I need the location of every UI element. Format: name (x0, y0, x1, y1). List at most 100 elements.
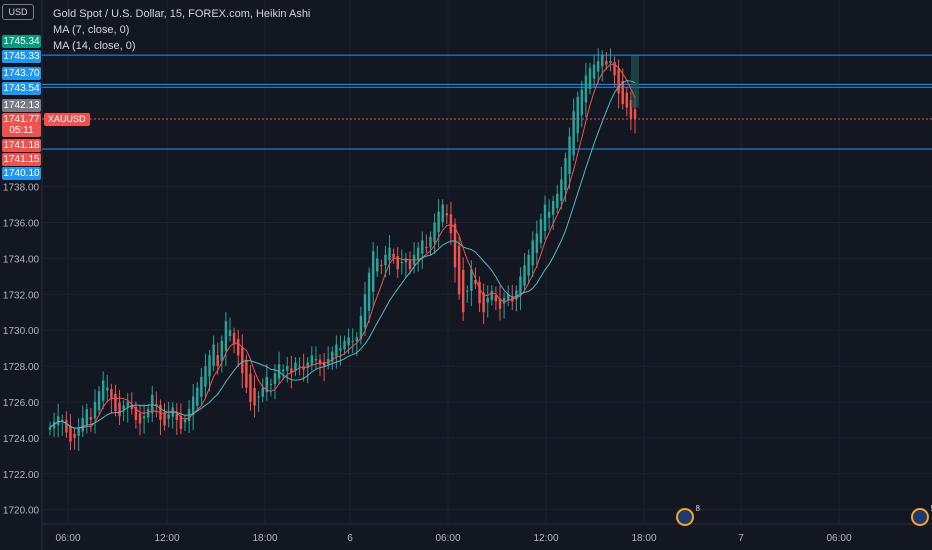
candle-body (466, 290, 469, 292)
candle-body (146, 409, 150, 418)
candle-body (269, 384, 273, 386)
event-count: 8 (695, 504, 700, 513)
candle-body (73, 433, 76, 438)
candle-body (384, 254, 387, 266)
candle-body (179, 415, 183, 429)
candle-body (48, 427, 52, 430)
candle-body (122, 405, 125, 410)
chart-legend: Gold Spot / U.S. Dollar, 15, FOREX.com, … (53, 6, 310, 54)
candle-body (388, 247, 391, 261)
candle-body (286, 366, 289, 371)
candle-body (560, 179, 563, 201)
candle-body (85, 409, 89, 425)
candle-body (208, 355, 211, 377)
candle-body (359, 315, 363, 340)
candle-body (445, 213, 449, 216)
candle-body (106, 387, 109, 391)
candle-body (601, 55, 604, 67)
chart-title[interactable]: Gold Spot / U.S. Dollar, 15, FOREX.com, … (53, 8, 311, 20)
candle-body (408, 260, 412, 270)
candle-body (241, 347, 244, 374)
candle-body (523, 265, 526, 286)
candle-body (151, 394, 154, 414)
ma14-indicator-label[interactable]: MA (14, close, 0) (53, 40, 136, 52)
candle-body (331, 351, 334, 362)
candle-body (605, 60, 608, 65)
candle-body (81, 418, 84, 432)
candle-body (404, 258, 408, 263)
candle-body (69, 426, 72, 442)
candle-body (478, 281, 481, 304)
candle-body (310, 355, 314, 366)
candle-body (502, 297, 506, 304)
y-tick-label: 1732.00 (3, 290, 40, 301)
candle-body (367, 272, 371, 311)
candle-body (494, 295, 498, 302)
x-tick-label: 12:00 (154, 533, 179, 544)
candle-body (547, 211, 551, 218)
candle-body (531, 240, 534, 266)
price-tag: 1745.34 (2, 35, 41, 48)
ma7-indicator-label[interactable]: MA (7, close, 0) (53, 24, 130, 36)
candle-body (302, 366, 305, 370)
candle-body (196, 387, 199, 406)
candle-body (482, 292, 485, 313)
y-tick-label: 1724.00 (3, 434, 40, 445)
price-tag: 1743.70 (2, 67, 41, 80)
candle-body (204, 366, 207, 387)
currency-selector[interactable]: USD (2, 4, 34, 20)
candle-body (421, 240, 424, 254)
candle-body (396, 256, 399, 270)
candle-body (400, 262, 404, 263)
candle-body (52, 421, 56, 429)
candle-body (126, 401, 129, 408)
candle-body (633, 109, 637, 119)
x-tick-label: 7 (738, 533, 744, 544)
candle-body (142, 416, 146, 419)
x-tick-label: 06:00 (826, 533, 851, 544)
price-tag: 1741.77 (2, 113, 41, 126)
us-flag-event-icon[interactable]: 8 (676, 504, 700, 526)
candle-body (155, 404, 158, 406)
candle-body (89, 416, 93, 420)
candle-body (429, 236, 432, 248)
candle-body (249, 373, 252, 402)
candle-body (322, 361, 326, 367)
candle-body (564, 157, 567, 191)
candle-body (306, 362, 309, 369)
candle-body (326, 358, 330, 365)
candle-body (449, 214, 453, 234)
price-tag: 1743.54 (2, 82, 41, 95)
candle-body (228, 330, 232, 337)
candle-body (543, 204, 547, 232)
price-tag: 1741.18 (2, 139, 41, 152)
y-tick-label: 1738.00 (3, 183, 40, 194)
candle-body (114, 393, 117, 411)
candle-body (392, 253, 395, 259)
candle-body (265, 376, 269, 393)
candle-body (335, 344, 338, 357)
candle-body (527, 254, 530, 276)
candle-body (232, 333, 236, 345)
candle-body (212, 344, 215, 366)
ma14-line (49, 80, 636, 429)
candle-body (621, 80, 624, 105)
candle-body (416, 247, 420, 260)
candle-body (351, 340, 354, 342)
candle-body (556, 193, 559, 208)
us-flag-event-icon[interactable]: 5 (911, 504, 932, 526)
candle-body (441, 204, 444, 223)
y-tick-label: 1722.00 (3, 470, 40, 481)
x-tick-label: 06:00 (55, 533, 80, 544)
candle-body (376, 258, 379, 272)
x-tick-label: 18:00 (631, 533, 656, 544)
candle-body (613, 61, 616, 76)
candle-body (453, 223, 457, 268)
candle-body (625, 92, 629, 108)
candle-body (486, 297, 489, 303)
candle-body (629, 100, 633, 119)
candle-body (101, 380, 105, 401)
candle-body (371, 251, 375, 292)
candle-body (130, 404, 134, 410)
